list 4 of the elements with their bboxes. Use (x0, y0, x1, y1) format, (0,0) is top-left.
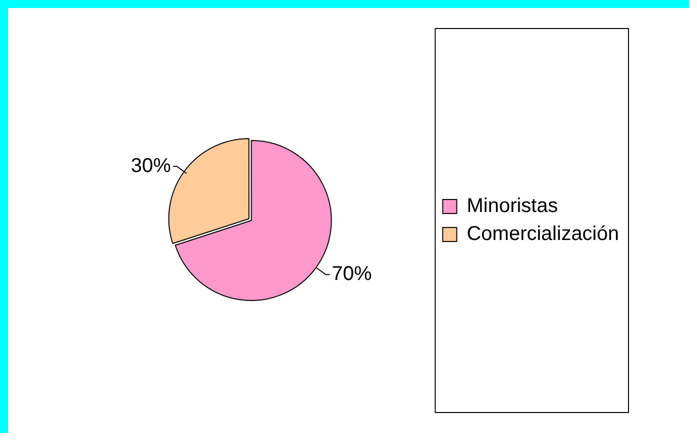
data-label: 70% (332, 263, 372, 286)
legend-label: Comercialización (466, 223, 620, 246)
data-label: 30% (130, 154, 172, 177)
legend-label: Minoristas (466, 195, 558, 218)
